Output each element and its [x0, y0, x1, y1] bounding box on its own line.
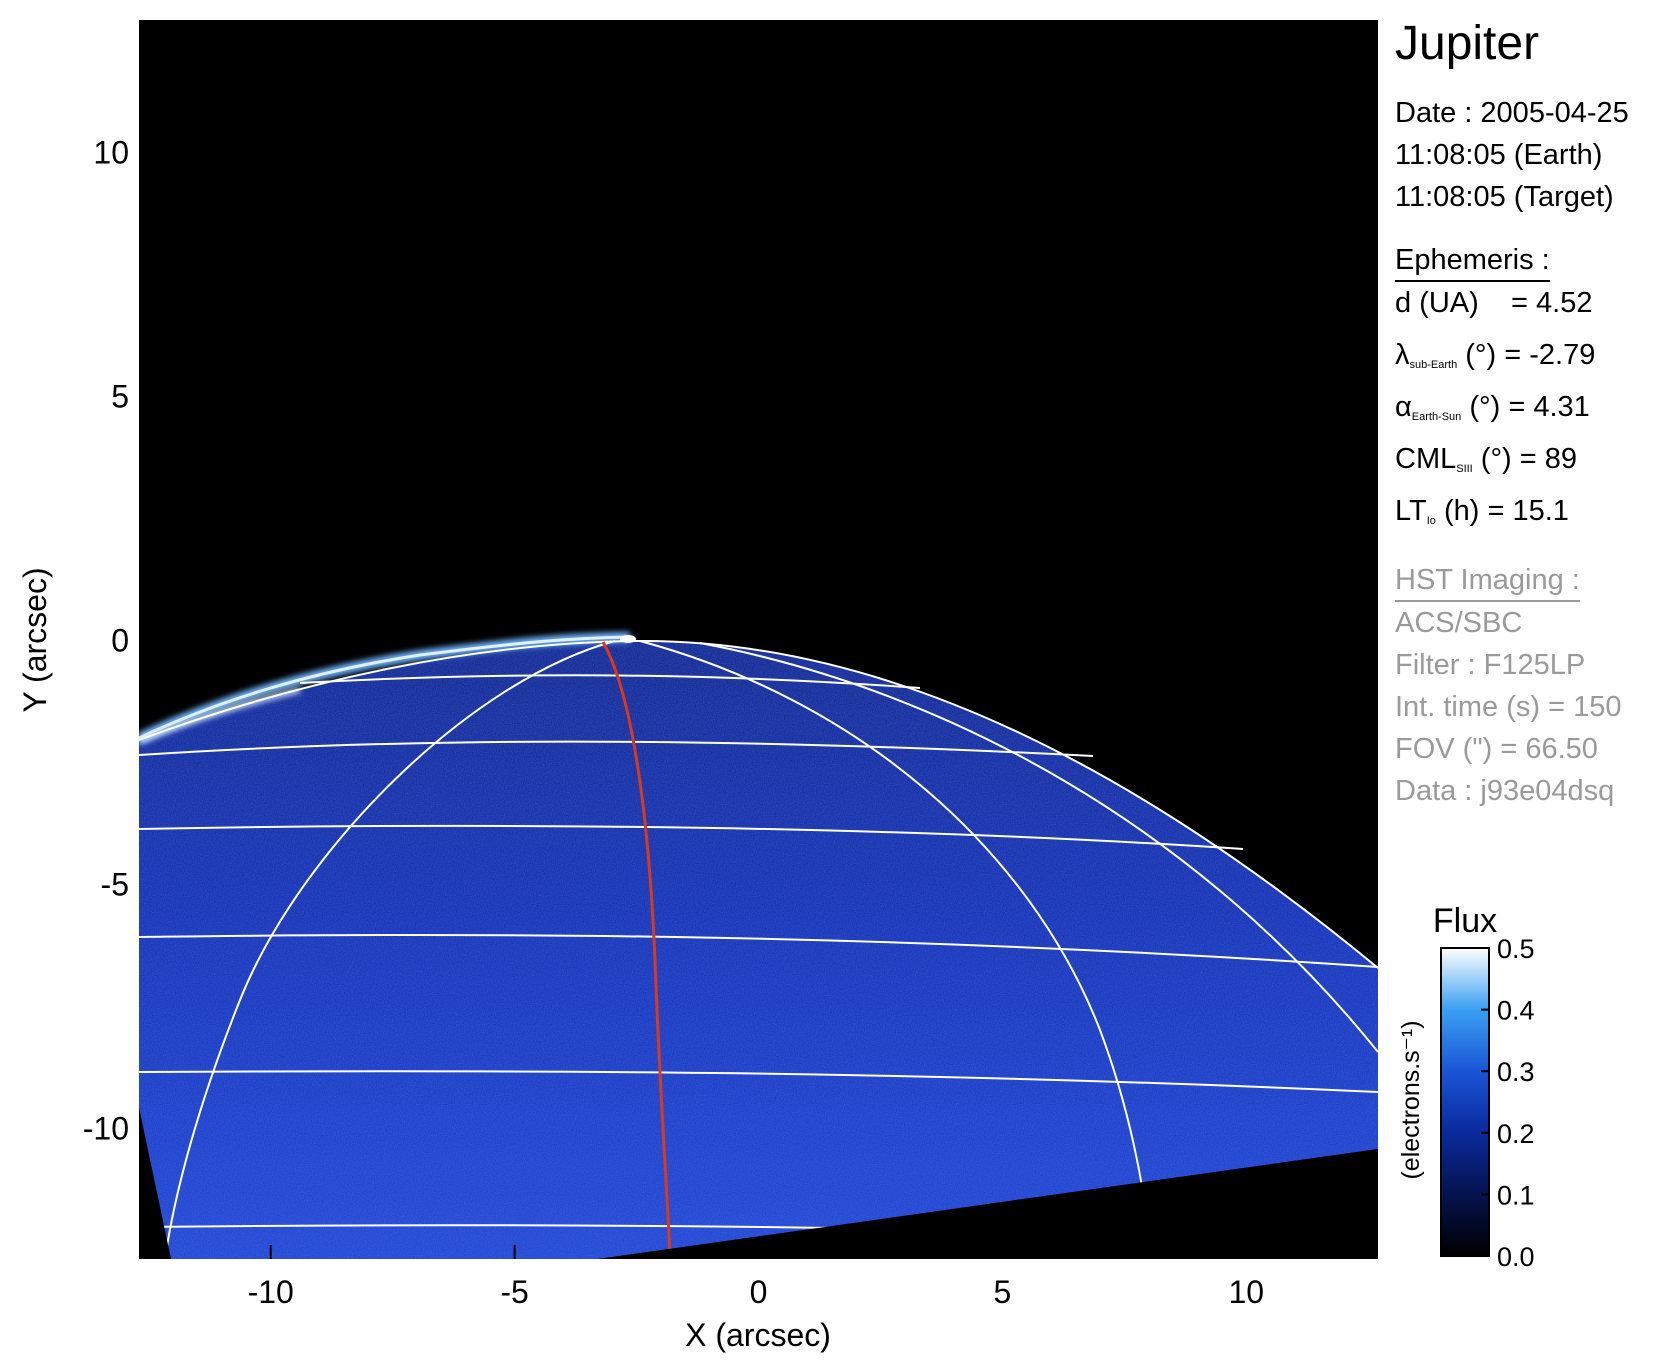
y-axis-label: Y (arcsec)	[17, 567, 53, 712]
y-tick-label: 0	[111, 623, 129, 659]
colorbar-tick-label: 0.3	[1497, 1057, 1535, 1087]
ephemeris-list: d (UA) = 4.52 λsub-Earth (°) = -2.79 αEa…	[1395, 282, 1675, 542]
colorbar-tick-label: 0.1	[1497, 1180, 1535, 1210]
hst-heading: HST Imaging :	[1395, 562, 1580, 602]
x-tick-label: 0	[750, 1274, 768, 1310]
unobserved-region-left	[139, 1108, 171, 1259]
x-axis-label: X (arcsec)	[685, 1317, 831, 1353]
ephemeris-cml: CMLSIII (°) = 89	[1395, 443, 1578, 475]
hst-filter: Filter : F125LP	[1395, 649, 1586, 681]
colorbar-tick-label: 0.4	[1497, 996, 1535, 1026]
y-tick-label: 5	[111, 379, 129, 415]
ephemeris-io-local-time: LTIo (h) = 15.1	[1395, 495, 1569, 527]
unobserved-region-right	[598, 1149, 1378, 1259]
colorbar-ticks: 0.5 0.4 0.3 0.2 0.1 0.0	[1481, 934, 1535, 1272]
colorbar-tick-label: 0.2	[1497, 1119, 1535, 1149]
ephemeris-heading: Ephemeris :	[1395, 242, 1550, 282]
ephemeris-distance: d (UA) = 4.52	[1395, 287, 1593, 319]
info-panel: Jupiter Date : 2005-04-25 11:08:05 (Eart…	[1395, 16, 1675, 812]
y-tick-label: 10	[93, 135, 129, 171]
hst-fov: FOV (") = 66.50	[1395, 733, 1598, 765]
planet-title: Jupiter	[1395, 17, 1540, 70]
x-axis: -10 -5 0 5 10	[248, 20, 1264, 1310]
x-tick-label: -5	[500, 1274, 528, 1310]
colorbar-title: Flux	[1433, 902, 1497, 940]
date-block: Date : 2005-04-25 11:08:05 (Earth) 11:08…	[1395, 92, 1675, 218]
earth-time-line: 11:08:05 (Earth)	[1395, 139, 1603, 171]
colorbar-unit-label: (electrons.s⁻¹)	[1397, 1020, 1425, 1179]
hst-data-id: Data : j93e04dsq	[1395, 775, 1615, 807]
ephemeris-phase-angle: αEarth-Sun (°) = 4.31	[1395, 391, 1590, 423]
central-meridian-line	[601, 641, 672, 1259]
ephemeris-sub-earth-lat: λsub-Earth (°) = -2.79	[1395, 339, 1596, 371]
hst-block: HST Imaging : ACS/SBC Filter : F125LP In…	[1395, 542, 1675, 812]
colorbar-tick-label: 0.0	[1497, 1242, 1535, 1272]
hst-int-time: Int. time (s) = 150	[1395, 691, 1622, 723]
lat-lon-grid	[139, 639, 1378, 1259]
colorbar	[1440, 947, 1490, 1257]
x-tick-label: 10	[1228, 1274, 1264, 1310]
x-tick-label: -10	[248, 1274, 294, 1310]
colorbar-tick-label: 0.5	[1497, 934, 1535, 964]
date-line: Date : 2005-04-25	[1395, 97, 1629, 129]
hst-instrument: ACS/SBC	[1395, 607, 1523, 639]
y-tick-label: -10	[83, 1110, 129, 1146]
target-time-line: 11:08:05 (Target)	[1395, 181, 1614, 213]
y-tick-label: -5	[101, 866, 129, 902]
y-axis: 10 5 0 -5 -10	[83, 135, 129, 1147]
x-tick-label: 5	[993, 1274, 1011, 1310]
